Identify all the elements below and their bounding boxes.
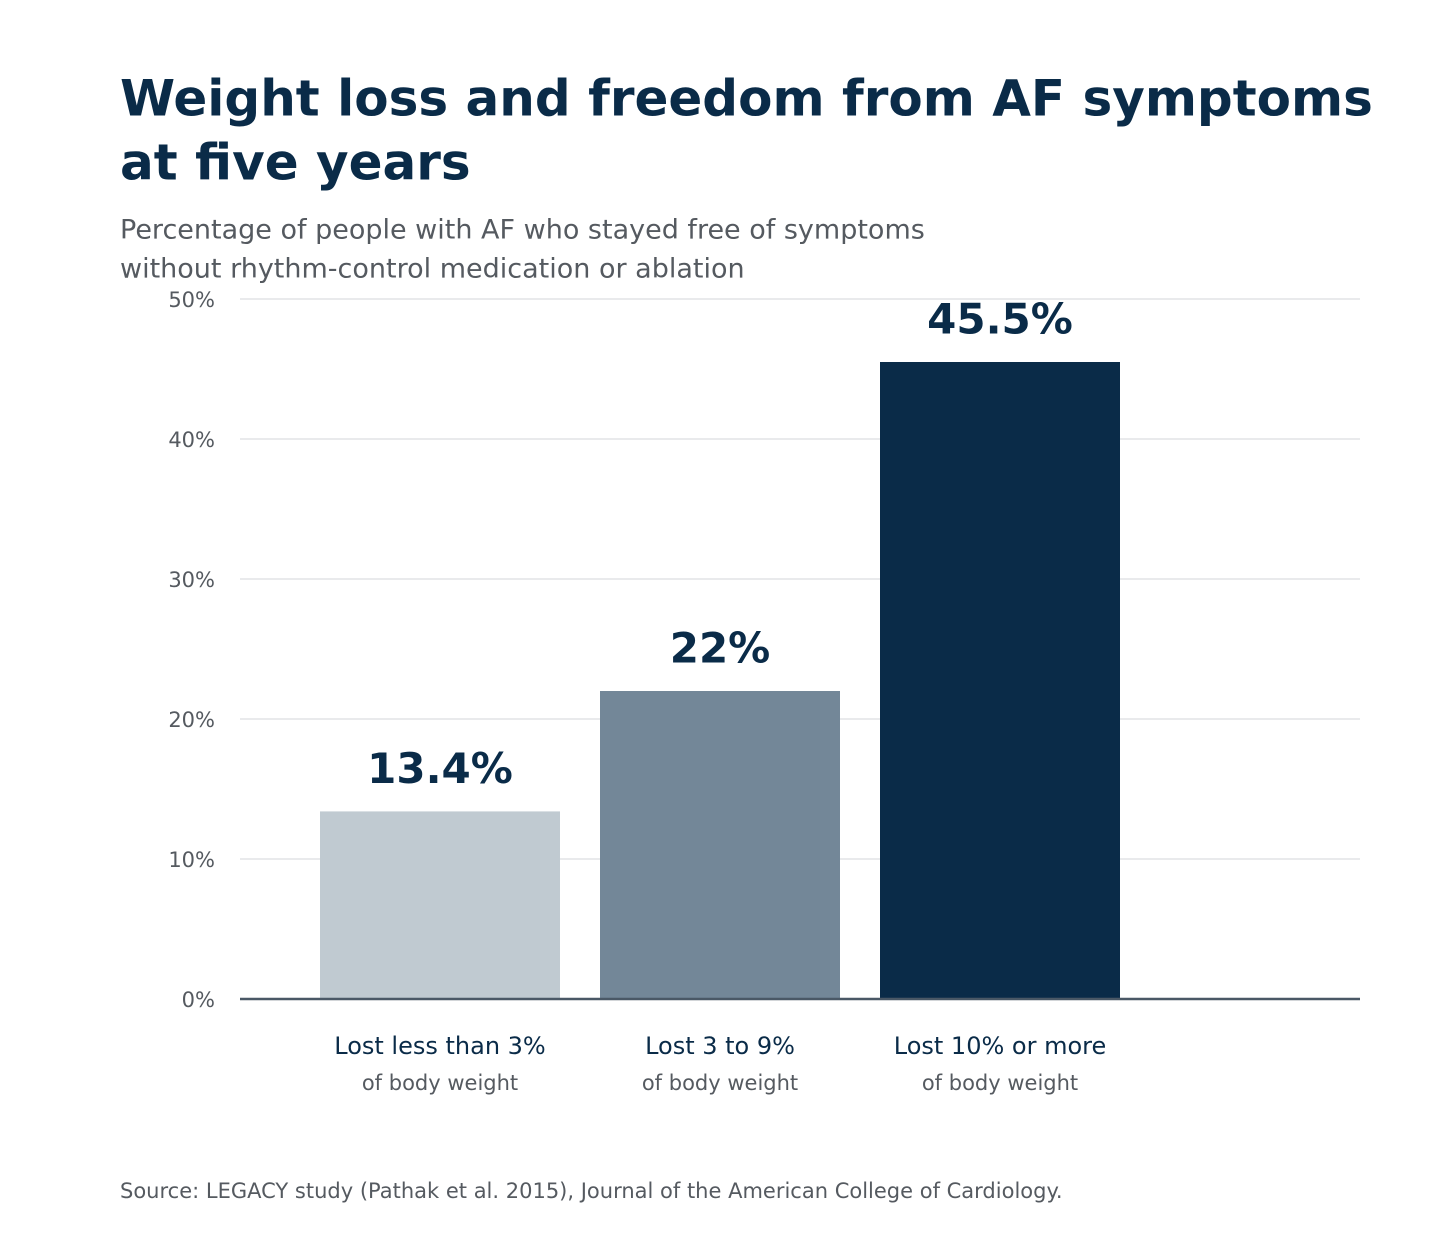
value-label: 45.5% — [927, 295, 1073, 344]
source-note: Source: LEGACY study (Pathak et al. 2015… — [120, 1179, 1063, 1203]
value-label: 13.4% — [367, 744, 513, 793]
bar — [880, 362, 1120, 999]
y-tick-label: 40% — [168, 428, 215, 452]
y-tick-label: 50% — [168, 288, 215, 312]
bar — [320, 811, 560, 999]
y-tick-label: 30% — [168, 568, 215, 592]
value-label: 22% — [670, 624, 771, 673]
x-tick-note: of body weight — [362, 1071, 518, 1095]
chart-title: at five years — [120, 134, 471, 192]
chart-title: Weight loss and freedom from AF symptoms — [120, 70, 1373, 128]
x-tick-note: of body weight — [642, 1071, 798, 1095]
x-tick-label: Lost 3 to 9% — [645, 1032, 795, 1060]
x-tick-note: of body weight — [922, 1071, 1078, 1095]
y-tick-label: 20% — [168, 708, 215, 732]
x-tick-label: Lost 10% or more — [894, 1032, 1107, 1060]
chart-subtitle: Percentage of people with AF who stayed … — [120, 215, 925, 246]
x-tick-label: Lost less than 3% — [334, 1032, 546, 1060]
chart-subtitle: without rhythm-control medication or abl… — [120, 254, 745, 285]
y-tick-label: 10% — [168, 848, 215, 872]
y-tick-label: 0% — [182, 988, 215, 1012]
bar — [600, 691, 840, 999]
